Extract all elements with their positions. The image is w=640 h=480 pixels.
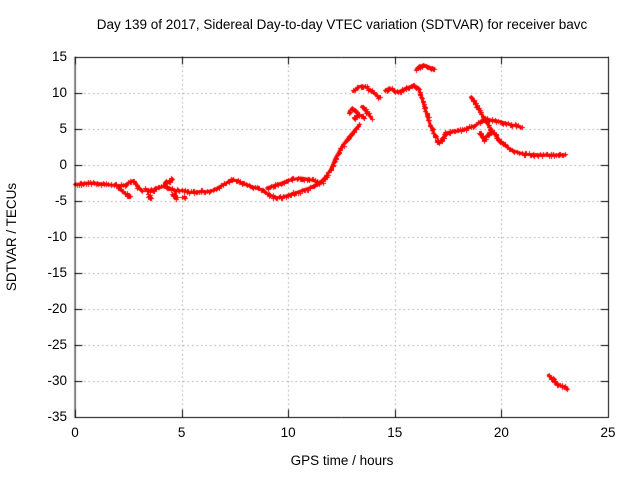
y-tick-label: -35: [47, 409, 67, 424]
y-tick-label: 0: [59, 157, 67, 172]
y-tick-label: -20: [47, 301, 67, 316]
x-tick-label: 5: [177, 425, 186, 440]
y-tick-label: -10: [47, 229, 67, 244]
y-tick-label: -15: [47, 265, 67, 280]
y-tick-label: 15: [51, 49, 67, 64]
y-tick-label: 5: [59, 121, 67, 136]
x-tick-label: 15: [387, 425, 403, 440]
y-tick-label: -5: [54, 193, 67, 208]
x-tick-label: 20: [493, 425, 509, 440]
x-tick-label: 0: [71, 425, 79, 440]
x-tick-label: 10: [280, 425, 296, 440]
y-tick-label: -30: [47, 373, 67, 388]
y-tick-label: -25: [47, 337, 67, 352]
x-tick-label: 25: [600, 425, 616, 440]
y-tick-label: 10: [51, 85, 67, 100]
